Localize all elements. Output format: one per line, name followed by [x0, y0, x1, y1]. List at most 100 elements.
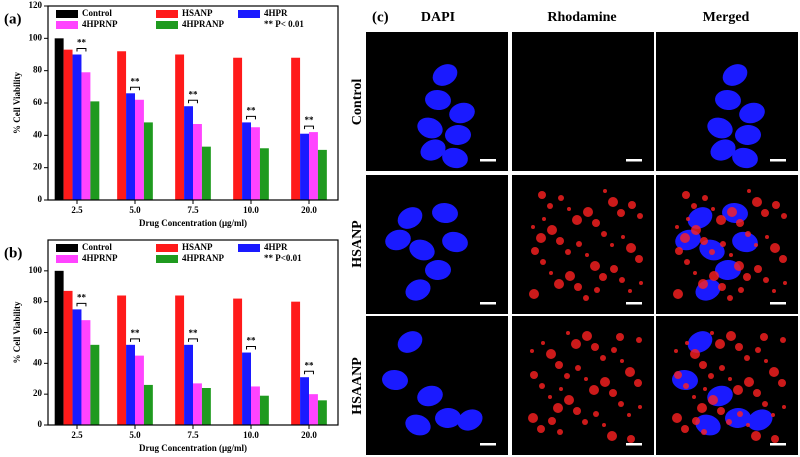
nucleus: [687, 207, 713, 229]
rhodamine-spot: [685, 341, 689, 345]
rhodamine-spot: [771, 413, 775, 417]
legend-swatch: [156, 21, 178, 29]
bar: [72, 54, 82, 200]
legend-label: 4HPR: [264, 242, 288, 252]
scale-bar: [770, 443, 786, 446]
y-tick-label: 100: [29, 265, 43, 275]
nucleus: [715, 89, 741, 111]
y-tick-label: 80: [33, 65, 43, 75]
rhodamine-spot: [754, 243, 758, 247]
rhodamine-spot: [738, 287, 744, 293]
bar: [193, 124, 202, 200]
rhodamine-spot: [594, 287, 600, 293]
nucleus: [732, 231, 758, 253]
column-header: Merged: [703, 10, 750, 25]
rhodamine-spot: [782, 405, 786, 409]
rhodamine-spot: [708, 373, 714, 379]
rhodamine-spot: [755, 347, 761, 353]
rhodamine-spot: [607, 431, 617, 441]
bar: [291, 301, 301, 425]
rhodamine-spot: [564, 395, 574, 405]
rhodamine-spot: [611, 347, 617, 353]
nucleus: [707, 117, 733, 139]
rhodamine-spot: [772, 289, 776, 293]
rhodamine-spot: [575, 365, 581, 371]
rhodamine-spot: [716, 215, 726, 225]
significance-label: **: [189, 89, 199, 99]
nucleus: [735, 124, 761, 146]
x-tick-label: 2.5: [71, 205, 83, 215]
rhodamine-spot: [637, 213, 643, 219]
bar: [201, 388, 211, 425]
bar: [300, 133, 309, 200]
plot-frame: [47, 239, 339, 426]
rhodamine-spot: [692, 395, 696, 399]
rhodamine-spot: [745, 231, 751, 237]
rhodamine-spot: [708, 395, 718, 405]
bar: [201, 146, 211, 200]
legend-swatch: [156, 244, 178, 252]
rhodamine-spot: [674, 371, 682, 379]
annotation: ** P< 0.01: [264, 19, 304, 29]
rhodamine-spot: [698, 279, 708, 289]
bar: [72, 309, 82, 425]
bar: [259, 395, 269, 425]
rhodamine-spot: [529, 289, 539, 299]
rhodamine-spot: [693, 271, 697, 275]
rhodamine-spot: [691, 225, 701, 235]
y-tick-label: 60: [33, 97, 43, 107]
rhodamine-spot: [717, 407, 725, 415]
annotation: ** P<0.01: [264, 253, 302, 263]
rhodamine-spot: [771, 435, 779, 443]
rhodamine-spot: [719, 365, 725, 371]
rhodamine-spot: [779, 255, 787, 263]
y-tick-label: 20: [33, 162, 43, 172]
bar: [317, 149, 327, 200]
nucleus: [382, 369, 408, 391]
legend-swatch: [56, 10, 78, 18]
legend-swatch: [156, 255, 178, 263]
rhodamine-spot: [675, 225, 679, 229]
bar: [251, 127, 260, 200]
rhodamine-spot: [711, 207, 715, 211]
rhodamine-spot: [747, 189, 751, 193]
bar: [135, 99, 144, 200]
bar: [233, 298, 243, 425]
x-tick-label: 7.5: [187, 430, 199, 440]
significance-bracket: [76, 48, 87, 52]
rhodamine-spot: [602, 423, 606, 427]
rhodamine-spot: [599, 273, 607, 281]
x-tick-label: 2.5: [71, 430, 83, 440]
legend-swatch: [56, 244, 78, 252]
rhodamine-spot: [728, 377, 732, 381]
x-axis-label: Drug Concentration (μg/ml): [139, 443, 247, 453]
rhodamine-spot: [531, 225, 535, 229]
nucleus: [722, 64, 748, 86]
rhodamine-spot: [616, 333, 624, 341]
rhodamine-spot: [610, 265, 618, 273]
rhodamine-spot: [620, 359, 624, 363]
rhodamine-spot: [618, 401, 624, 407]
rhodamine-spot: [710, 331, 714, 335]
nucleus: [409, 239, 435, 261]
nucleus: [417, 117, 443, 139]
legend-label: HSANP: [182, 242, 213, 252]
row-label: HSANP: [350, 220, 365, 268]
bar: [193, 383, 202, 425]
bar: [81, 320, 91, 425]
x-tick-label: 10.0: [243, 205, 259, 215]
rhodamine-spot: [690, 349, 700, 359]
nucleus: [405, 414, 431, 436]
rhodamine-spot: [780, 337, 786, 343]
rhodamine-spot: [743, 273, 751, 281]
panel-label: (c): [372, 9, 389, 25]
bar: [90, 344, 100, 425]
rhodamine-spot: [772, 201, 780, 209]
rhodamine-spot: [754, 265, 762, 273]
y-tick-label: 120: [29, 0, 43, 10]
rhodamine-spot: [783, 281, 787, 285]
legend-swatch: [238, 10, 260, 18]
rhodamine-spot: [734, 261, 744, 271]
y-axis-label: % Cell Viability: [12, 72, 22, 135]
